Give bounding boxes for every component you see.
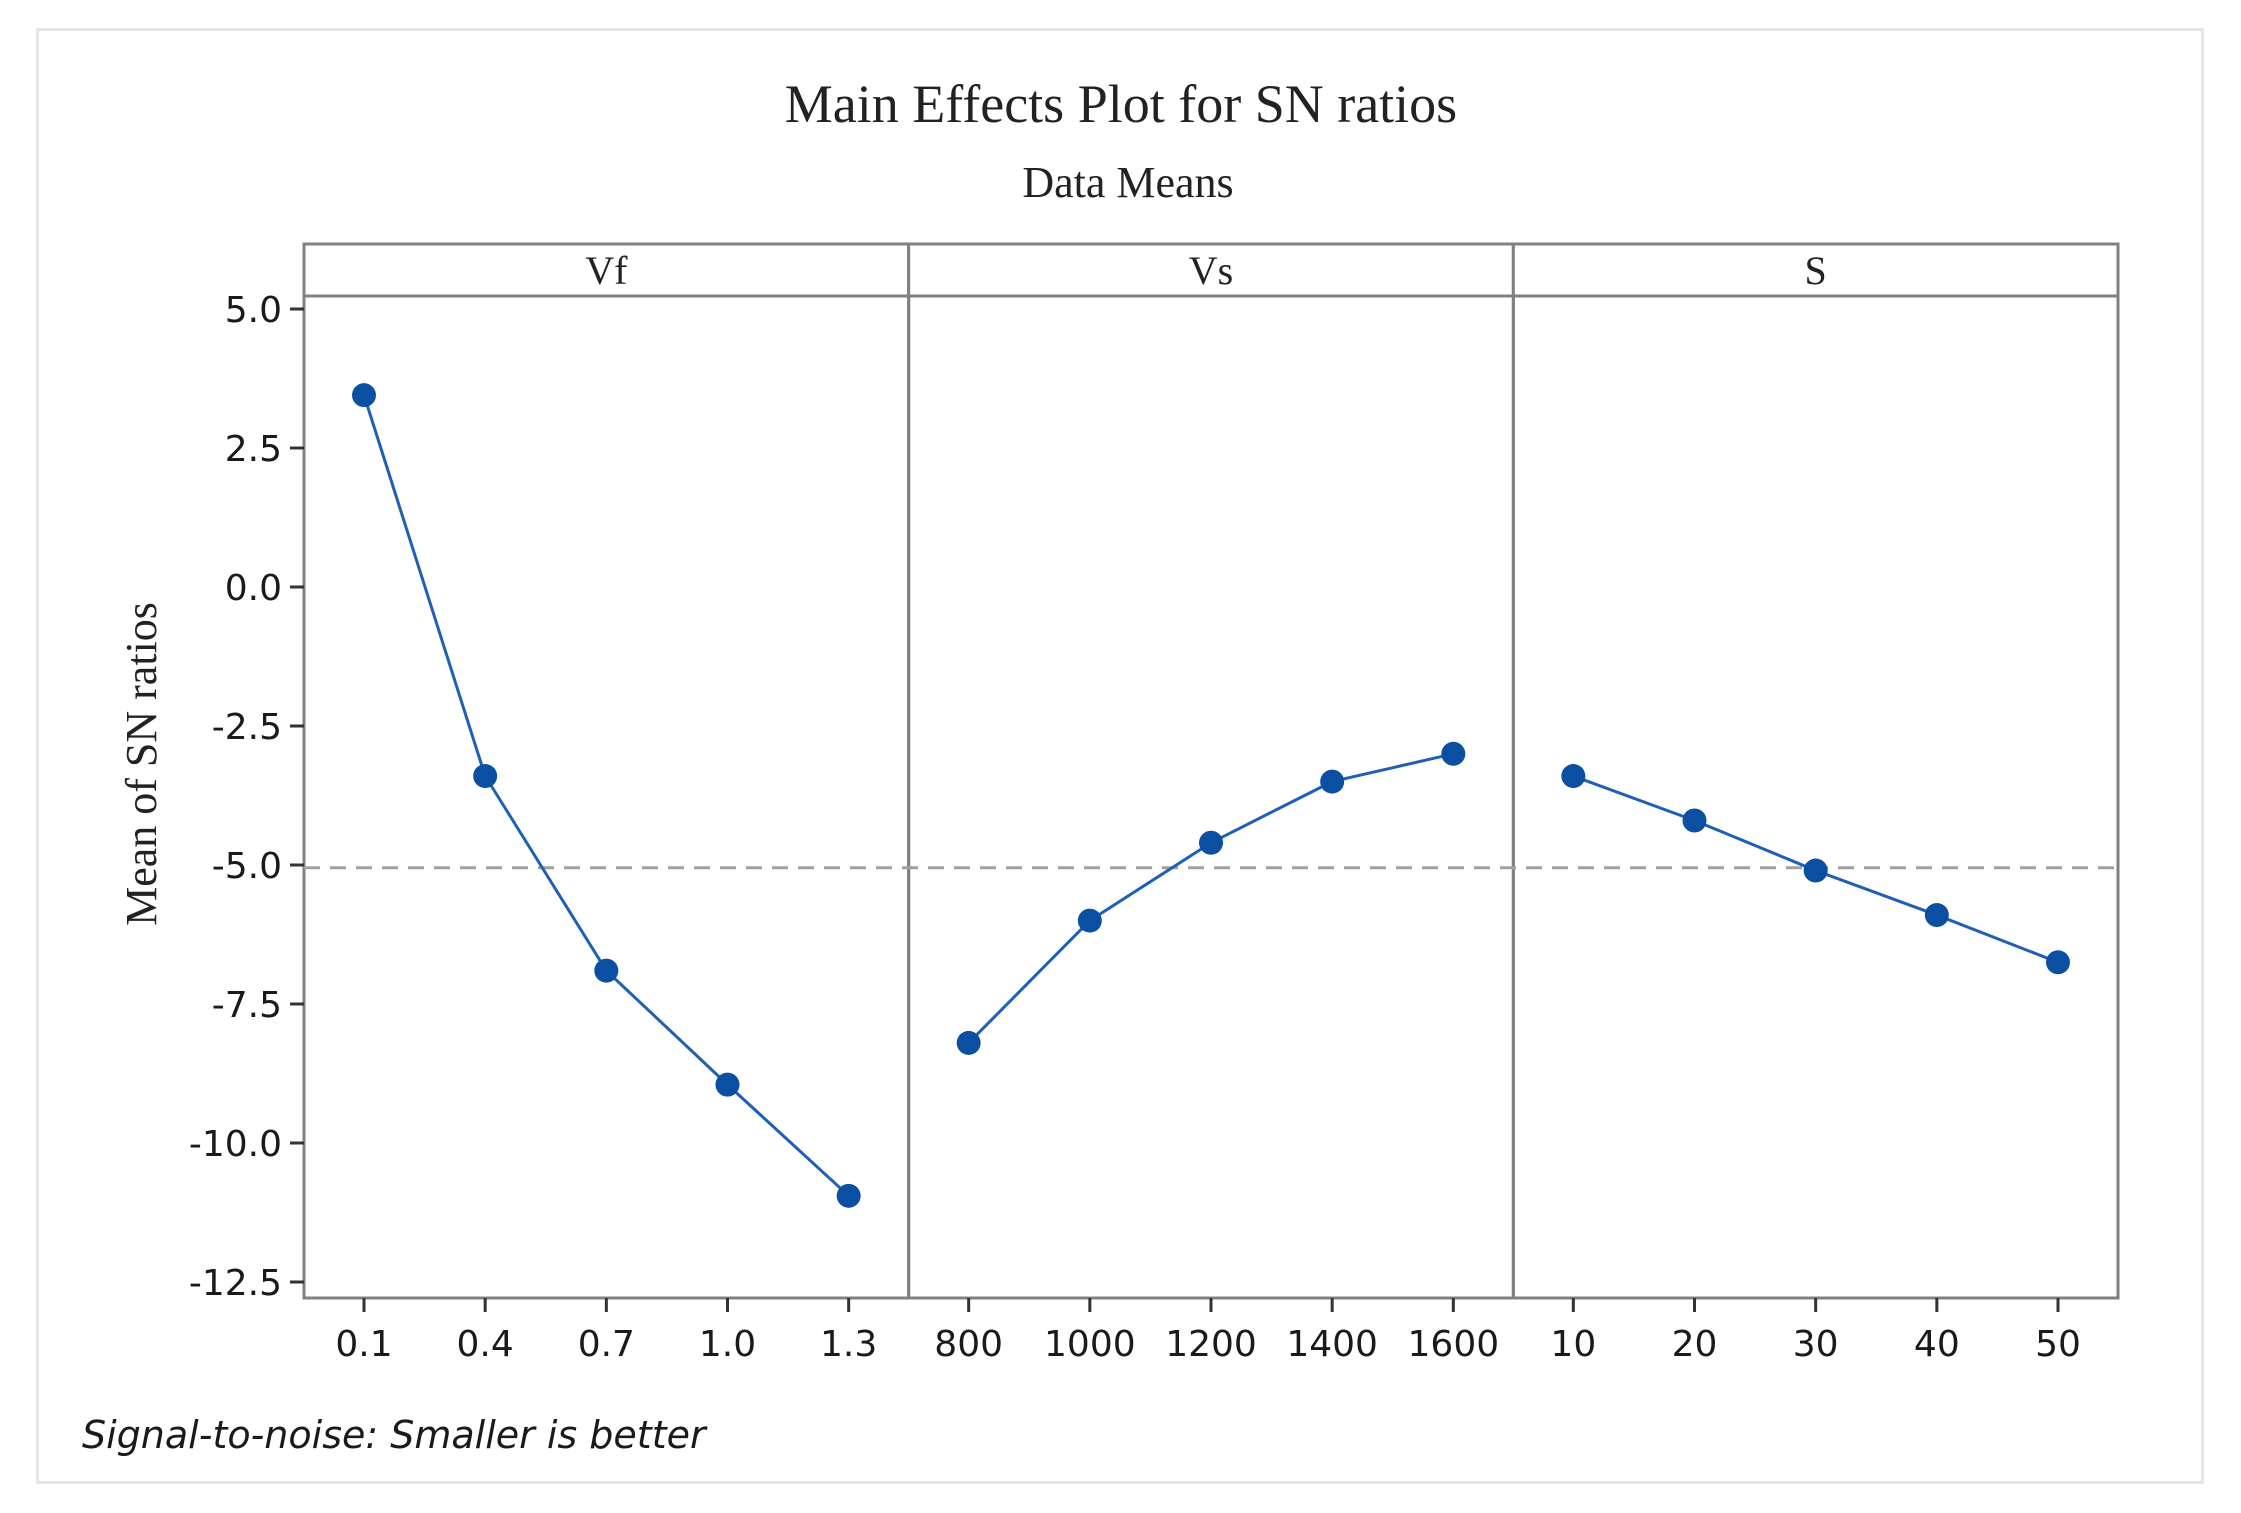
- y-axis-label: Mean of SN ratios: [117, 602, 166, 926]
- panel-label-vs: Vs: [1189, 248, 1233, 293]
- data-point-s: [1803, 858, 1828, 883]
- y-tick-label: -2.5: [212, 707, 282, 748]
- data-point-vf: [594, 958, 619, 983]
- series-line-vf: [362, 394, 850, 1197]
- y-tick-label: -5.0: [212, 846, 282, 887]
- data-point-vs: [1320, 769, 1345, 794]
- chart-subtitle: Data Means: [1022, 158, 1233, 207]
- data-point-vf: [715, 1072, 740, 1097]
- x-tick-label: 1400: [1286, 1324, 1378, 1365]
- data-point-s: [1561, 764, 1586, 789]
- x-tick-label: 40: [1914, 1324, 1960, 1365]
- plot-area: Vf Vs S 5.0 2.5 0.0 -2.5 -5.0 -7.5 -10.0 -12.5 0.1 0…: [189, 242, 2120, 1365]
- x-tick-label: 1200: [1165, 1324, 1257, 1365]
- x-tick-label: 50: [2035, 1324, 2081, 1365]
- y-tick-label: 5.0: [225, 290, 282, 331]
- panel-label-s: S: [1805, 248, 1827, 293]
- x-tick-label: 1.0: [699, 1324, 756, 1365]
- panel-label-vf: Vf: [585, 248, 628, 293]
- x-tick-label: 20: [1672, 1324, 1718, 1365]
- data-point-vf: [352, 383, 376, 408]
- y-tick-label: -10.0: [189, 1124, 282, 1165]
- data-point-s: [1682, 808, 1707, 833]
- y-tick-label: -12.5: [189, 1263, 282, 1304]
- data-point-vs: [956, 1030, 981, 1055]
- data-point-vf: [836, 1183, 861, 1208]
- data-point-vs: [1077, 908, 1102, 933]
- y-tick-label: 2.5: [225, 429, 282, 470]
- chart-frame: [36, 28, 2204, 1484]
- data-point-vs: [1199, 830, 1223, 855]
- data-point-s: [2046, 950, 2070, 975]
- x-tick-label: 1000: [1044, 1324, 1136, 1365]
- x-tick-label: 0.7: [578, 1324, 635, 1365]
- panel-header-s: [1511, 242, 2120, 298]
- chart-title: Main Effects Plot for SN ratios: [785, 74, 1457, 134]
- panel-frame-vs: [907, 294, 1515, 1300]
- data-point-vf: [473, 764, 498, 789]
- x-tick-label: 1600: [1408, 1324, 1500, 1365]
- footnote: Signal-to-noise: Smaller is better: [82, 1413, 708, 1457]
- panel-frame-vf: [302, 294, 911, 1300]
- x-tick-label: 30: [1793, 1324, 1839, 1365]
- data-point-s: [1924, 903, 1949, 928]
- data-point-vs: [1441, 741, 1466, 766]
- y-tick-label: 0.0: [225, 568, 282, 609]
- y-tick-label: -7.5: [212, 985, 282, 1026]
- x-tick-label: 0.4: [457, 1324, 514, 1365]
- x-tick-label: 10: [1550, 1324, 1596, 1365]
- series-line-vs: [967, 752, 1454, 1044]
- x-tick-label: 1.3: [820, 1324, 877, 1365]
- x-tick-label: 800: [934, 1324, 1003, 1365]
- x-tick-label: 0.1: [335, 1324, 392, 1365]
- panel-frame-s: [1511, 294, 2120, 1300]
